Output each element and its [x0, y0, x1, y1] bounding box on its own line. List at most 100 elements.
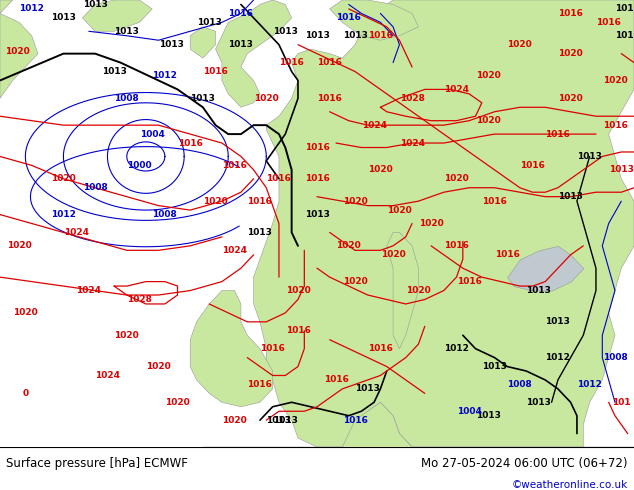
Text: 1016: 1016: [596, 18, 621, 27]
Text: 1016: 1016: [178, 139, 203, 147]
Text: 1024: 1024: [361, 121, 387, 130]
Text: 1020: 1020: [387, 206, 412, 215]
Text: 1016: 1016: [266, 174, 292, 183]
Text: 1012: 1012: [545, 353, 571, 362]
Text: 1013: 1013: [266, 416, 292, 425]
Text: 1020: 1020: [342, 196, 368, 206]
Text: 1013: 1013: [355, 384, 380, 393]
Text: 1008: 1008: [82, 183, 108, 192]
Text: 1020: 1020: [558, 49, 583, 58]
Text: 1012: 1012: [577, 380, 602, 389]
Text: 1020: 1020: [342, 277, 368, 286]
Text: 1020: 1020: [476, 72, 501, 80]
Text: 1016: 1016: [247, 380, 273, 389]
Text: 1028: 1028: [399, 94, 425, 103]
Text: 1016: 1016: [304, 143, 330, 152]
Text: 1024: 1024: [444, 85, 469, 94]
Text: 1013: 1013: [342, 31, 368, 40]
Text: ©weatheronline.co.uk: ©weatheronline.co.uk: [512, 480, 628, 490]
Text: 1020: 1020: [51, 174, 76, 183]
Text: 1013: 1013: [228, 40, 254, 49]
Text: 1013: 1013: [114, 27, 139, 36]
Text: 1020: 1020: [444, 174, 469, 183]
Text: 1000: 1000: [127, 161, 152, 170]
Text: 1013: 1013: [615, 31, 634, 40]
Text: 1020: 1020: [558, 94, 583, 103]
Text: 1016: 1016: [317, 94, 342, 103]
Text: 1016: 1016: [228, 9, 254, 18]
Text: 1004: 1004: [139, 129, 165, 139]
Text: 1020: 1020: [507, 40, 533, 49]
Text: 1016: 1016: [203, 67, 228, 76]
Text: 1016: 1016: [285, 326, 311, 335]
Text: 1008: 1008: [114, 94, 139, 103]
Text: 1024: 1024: [95, 371, 120, 380]
Text: 1016: 1016: [520, 161, 545, 170]
Text: 1024: 1024: [76, 286, 101, 295]
Text: 1020: 1020: [254, 94, 279, 103]
Text: 1013: 1013: [190, 94, 216, 103]
Text: 1016: 1016: [368, 344, 393, 353]
Text: 1013: 1013: [51, 13, 76, 23]
Text: 1016: 1016: [279, 58, 304, 67]
Text: 1020: 1020: [285, 286, 311, 295]
Text: 1013: 1013: [304, 31, 330, 40]
Text: 1020: 1020: [5, 47, 30, 56]
Text: 1016: 1016: [368, 31, 393, 40]
Text: Surface pressure [hPa] ECMWF: Surface pressure [hPa] ECMWF: [6, 457, 188, 470]
Text: 1016: 1016: [222, 161, 247, 170]
Text: 1008: 1008: [507, 380, 533, 389]
Text: 1016: 1016: [323, 375, 349, 385]
Text: 1012: 1012: [19, 4, 44, 13]
Text: 1013: 1013: [158, 40, 184, 49]
Text: 1020: 1020: [476, 116, 501, 125]
Text: 1020: 1020: [418, 219, 444, 228]
Text: 1013: 1013: [476, 411, 501, 420]
Text: 1013: 1013: [247, 228, 273, 237]
Text: 1024: 1024: [222, 246, 247, 255]
Text: 1016: 1016: [342, 416, 368, 425]
Text: 1020: 1020: [602, 76, 628, 85]
Text: 1008: 1008: [152, 210, 178, 219]
Text: 1020: 1020: [222, 416, 247, 425]
Text: 1013: 1013: [526, 286, 552, 295]
Text: 1016: 1016: [558, 9, 583, 18]
Text: 1016: 1016: [304, 174, 330, 183]
Text: 0: 0: [22, 389, 29, 398]
Text: 1013: 1013: [609, 165, 634, 174]
Text: 1013: 1013: [482, 362, 507, 371]
Text: 1013: 1013: [304, 210, 330, 219]
Text: 1020: 1020: [6, 242, 32, 250]
Text: 1020: 1020: [406, 286, 431, 295]
Text: 1012: 1012: [51, 210, 76, 219]
Text: 1020: 1020: [368, 165, 393, 174]
Text: 1016: 1016: [317, 58, 342, 67]
Text: 1012: 1012: [152, 72, 178, 80]
Text: 1013: 1013: [545, 318, 571, 326]
Text: 1013: 1013: [273, 27, 298, 36]
Text: 1020: 1020: [165, 398, 190, 407]
Text: 1024: 1024: [63, 228, 89, 237]
Text: 1013: 1013: [197, 18, 222, 27]
Text: 1016: 1016: [260, 344, 285, 353]
Text: 1013: 1013: [526, 398, 552, 407]
Text: 1024: 1024: [399, 139, 425, 147]
Text: 1008: 1008: [602, 353, 628, 362]
Text: 1013: 1013: [101, 67, 127, 76]
Text: 1016: 1016: [456, 277, 482, 286]
Text: 1020: 1020: [114, 331, 139, 340]
Text: 1013: 1013: [273, 416, 298, 425]
Text: 1013: 1013: [558, 192, 583, 201]
Text: 1013: 1013: [577, 152, 602, 161]
Text: 1004: 1004: [456, 407, 482, 416]
Text: 1016: 1016: [336, 13, 361, 23]
Text: 1012: 1012: [444, 344, 469, 353]
Text: 1020: 1020: [380, 250, 406, 259]
Text: 1013: 1013: [82, 0, 108, 9]
Text: 1013: 1013: [615, 4, 634, 13]
Text: 1016: 1016: [495, 250, 520, 259]
Text: 1020: 1020: [13, 308, 38, 318]
Text: 1028: 1028: [127, 295, 152, 304]
Text: 1016: 1016: [482, 196, 507, 206]
Text: 1016: 1016: [247, 196, 273, 206]
